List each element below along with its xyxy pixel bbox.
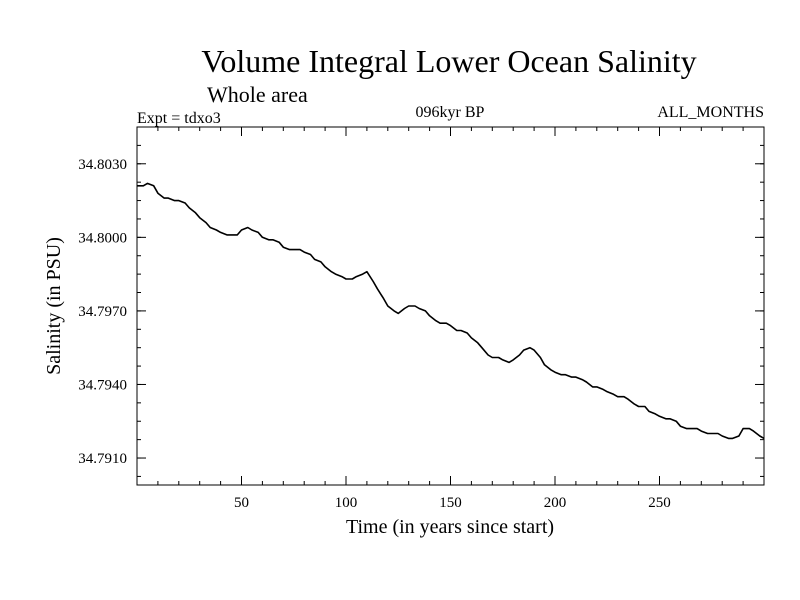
y-axis-tick-labels: 34.7910 34.7940 34.7970 34.8000 34.8030 — [78, 157, 127, 467]
x-axis-tick-labels: 50 100 150 200 250 — [234, 495, 671, 511]
x-axis-label: Time (in years since start) — [346, 516, 554, 538]
x-tick-label: 200 — [544, 495, 567, 511]
experiment-label: Expt = tdxo3 — [137, 110, 221, 127]
y-tick-label: 34.7970 — [78, 304, 127, 320]
chart-subtitle: Whole area — [207, 82, 308, 107]
y-axis-label: Salinity (in PSU) — [43, 237, 65, 375]
period-label: 096kyr BP — [416, 104, 485, 121]
plot-frame — [136, 126, 765, 486]
salinity-series-line — [137, 182, 765, 440]
axis-ticks — [137, 126, 764, 485]
y-tick-label: 34.7910 — [78, 451, 127, 467]
x-tick-label: 50 — [234, 495, 249, 511]
x-tick-label: 150 — [439, 495, 462, 511]
x-tick-label: 250 — [648, 495, 671, 511]
y-tick-label: 34.8030 — [78, 157, 127, 173]
chart-title: Volume Integral Lower Ocean Salinity — [201, 43, 696, 79]
months-label: ALL_MONTHS — [657, 104, 764, 121]
y-tick-label: 34.7940 — [78, 377, 127, 393]
x-tick-label: 100 — [335, 495, 358, 511]
y-tick-label: 34.8000 — [78, 230, 127, 246]
